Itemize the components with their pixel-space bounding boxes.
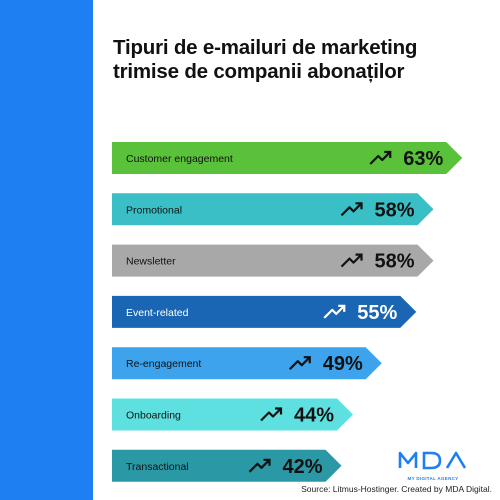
bar-1: Customer engagement 63% — [112, 142, 463, 174]
trend-up-icon — [340, 253, 363, 268]
bar-value-label: 49% — [323, 353, 363, 375]
bar-shape — [112, 347, 382, 380]
mda-logo: MY DIGITAL AGENCY — [398, 450, 468, 481]
bar-2: Promotional 58% — [112, 193, 434, 226]
trend-up-icon — [260, 407, 283, 422]
bar-shape — [112, 142, 463, 174]
bar-5: Re-engagement 49% — [112, 347, 382, 380]
bar-value-label: 44% — [294, 405, 334, 427]
bar-value-label: 58% — [374, 251, 414, 273]
bar-shape — [112, 449, 342, 482]
chart-title: Tipuri de e-mailuri de marketing trimise… — [113, 36, 418, 83]
bar-3: Newsletter 58% — [112, 244, 434, 277]
bar-label: Transactional — [126, 461, 189, 473]
bars-layer: Customer engagement 63%Promotional 58%News… — [112, 142, 463, 482]
bar-label: Re-engagement — [126, 358, 201, 370]
bar-value-label: 58% — [374, 199, 414, 221]
trend-up-icon — [323, 304, 346, 319]
bar-label: Promotional — [126, 204, 182, 216]
bar-value-label: 55% — [357, 302, 397, 324]
bar-7: Transactional 42% — [112, 449, 342, 482]
bar-label: Newsletter — [126, 256, 176, 268]
bar-shape — [112, 398, 353, 431]
bar-label: Event-related — [126, 307, 189, 319]
bar-4: Event-related 55% — [112, 295, 417, 328]
trend-up-icon — [288, 356, 311, 370]
bar-value-label: 42% — [282, 456, 322, 478]
bar-6: Onboarding 44% — [112, 398, 353, 431]
logo-text: MY DIGITAL AGENCY — [407, 476, 459, 481]
bar-shape — [112, 244, 434, 277]
trend-up-icon — [369, 150, 392, 165]
bar-label: Customer engagement — [126, 153, 233, 165]
side-stripe — [0, 0, 93, 500]
trend-up-icon — [340, 202, 363, 217]
bar-shape — [112, 193, 434, 226]
bar-shape — [112, 295, 417, 328]
mda-logo-icon — [398, 451, 467, 470]
bar-label: Onboarding — [126, 410, 181, 422]
trend-up-icon — [248, 458, 271, 473]
source-note: Source: Litmus-Hostinger. Created by MDA… — [301, 484, 492, 494]
bar-value-label: 63% — [403, 148, 443, 170]
